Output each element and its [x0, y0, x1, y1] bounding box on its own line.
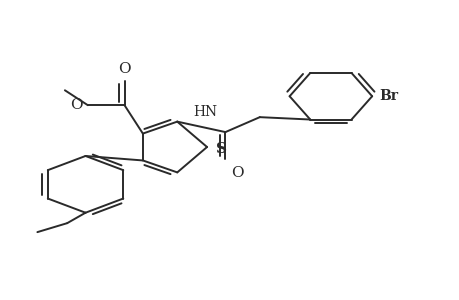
Text: S: S [216, 142, 227, 155]
Text: O: O [118, 62, 130, 76]
Text: Br: Br [378, 89, 397, 103]
Text: O: O [71, 98, 83, 112]
Text: O: O [230, 166, 243, 179]
Text: HN: HN [192, 105, 217, 119]
